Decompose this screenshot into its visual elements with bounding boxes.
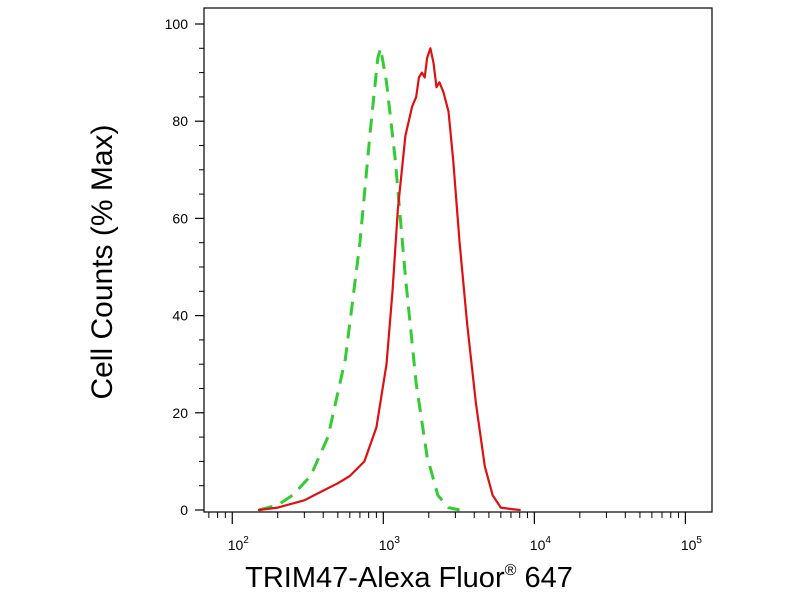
x-tick-label: 102: [228, 535, 250, 553]
x-axis-label-main: TRIM47-Alexa Fluor: [245, 562, 505, 594]
y-tick-label: 40: [172, 308, 188, 324]
y-tick-label: 80: [172, 113, 188, 129]
plot-frame: [203, 7, 713, 513]
series-line-1: [258, 46, 460, 512]
x-axis-label-end: 647: [516, 562, 573, 594]
registered-mark: ®: [504, 562, 517, 579]
x-tick-label: 104: [530, 535, 552, 553]
y-tick-label: 60: [172, 210, 188, 226]
x-tick-label: 103: [379, 535, 401, 553]
x-axis-label: TRIM47-Alexa Fluor® 647: [0, 562, 800, 595]
y-tick-label: 0: [180, 502, 188, 518]
x-tick-label: 105: [681, 535, 703, 553]
y-axis-label: Cell Counts (% Max): [86, 124, 119, 400]
y-tick-label: 20: [172, 405, 188, 421]
series-line-2: [257, 47, 521, 512]
y-tick-label: 100: [165, 16, 189, 32]
